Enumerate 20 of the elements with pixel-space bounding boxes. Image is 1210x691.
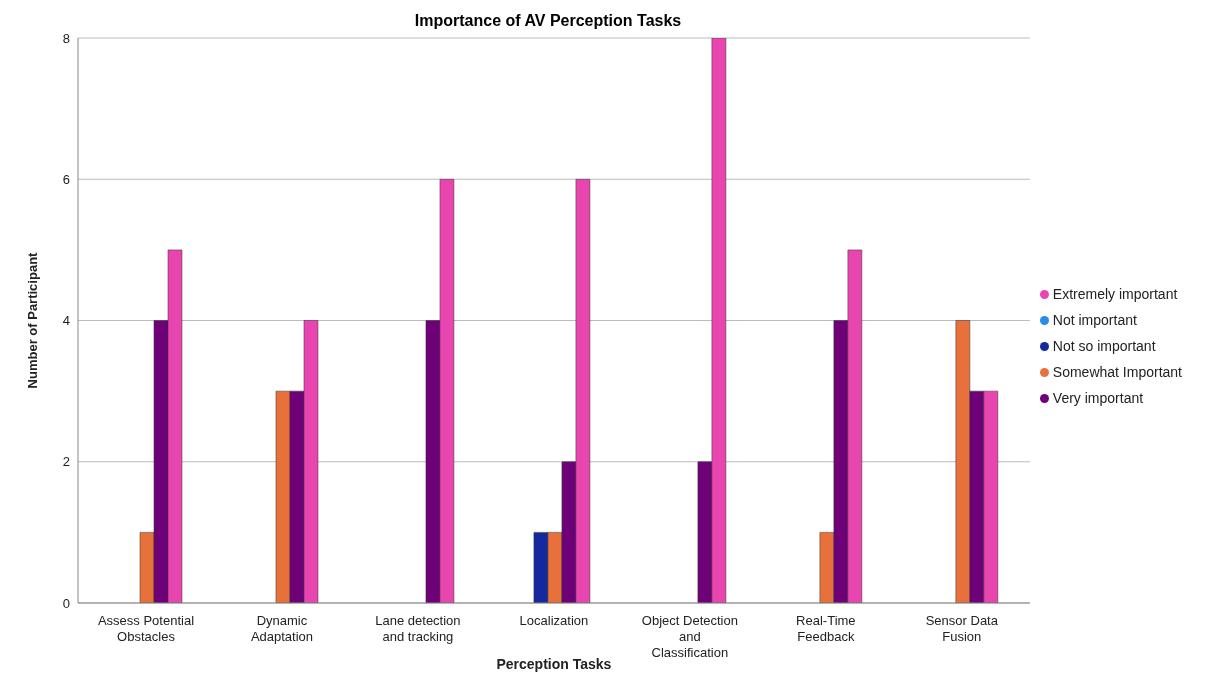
x-tick-label: Assess Potential Obstacles (97, 613, 195, 644)
legend-label: Extremely important (1052, 285, 1178, 302)
y-axis-title: Number of Participant (24, 251, 40, 389)
x-tick-label: Sensor Data Fusion (925, 613, 999, 644)
y-tick-label: 8 (62, 30, 70, 46)
y-tick-label: 2 (62, 454, 70, 470)
x-tick-label: Lane detection and tracking (375, 613, 461, 644)
x-tick-label: Localization (519, 613, 589, 628)
x-tick-label: Object Detection and Classification (641, 613, 738, 660)
y-tick-label: 6 (62, 171, 70, 187)
x-tick-label: Dynamic Adaptation (250, 613, 314, 644)
chart-title: Importance of AV Perception Tasks (413, 12, 683, 30)
legend-label: Somewhat Important (1052, 363, 1182, 380)
y-tick-label: 4 (62, 313, 70, 329)
legend-label: Very important (1052, 389, 1144, 406)
x-axis-title: Perception Tasks (496, 656, 612, 672)
y-tick-label: 0 (62, 595, 70, 611)
legend-label: Not important (1052, 311, 1137, 328)
legend-label: Not so important (1052, 337, 1156, 354)
x-tick-label: Real-Time Feedback (796, 613, 856, 644)
